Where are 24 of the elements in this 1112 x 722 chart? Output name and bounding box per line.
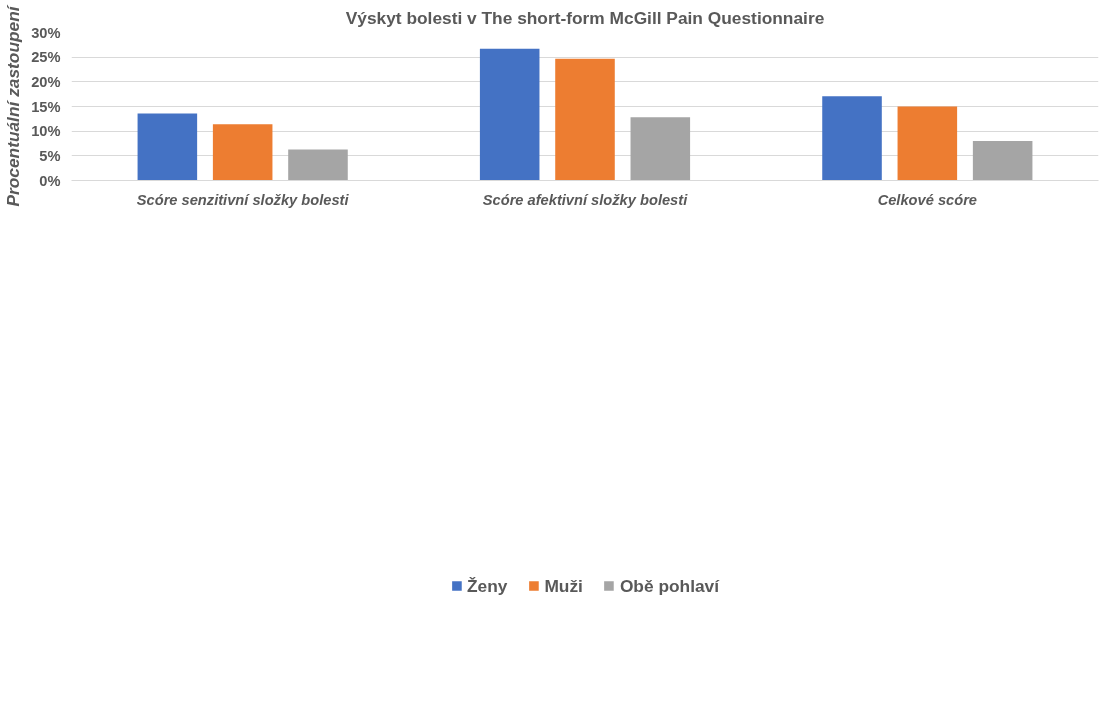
legend-label: Muži	[544, 575, 583, 597]
y-tick-label: 10%	[31, 123, 61, 140]
x-tick-label: Scóre afektivní složky bolesti	[482, 191, 689, 208]
y-tick-label: 0%	[39, 172, 61, 189]
legend-label: Ženy	[466, 575, 508, 597]
x-tick-label: Scóre senzitivní složky bolesti	[136, 191, 350, 208]
bar	[822, 96, 882, 181]
bar	[212, 124, 273, 181]
bar	[972, 141, 1033, 181]
y-axis-title: Procentuální zastoupení	[3, 4, 24, 207]
bar	[897, 106, 958, 181]
bar	[630, 117, 691, 181]
bar	[479, 48, 540, 181]
legend-label: Obě pohlaví	[619, 575, 720, 597]
chart-title: Výskyt bolesti v The short-form McGill Pain Questionnaire	[345, 7, 825, 28]
x-tick-label: Celkové scóre	[877, 191, 978, 208]
bar	[288, 149, 348, 181]
y-tick-label: 15%	[31, 98, 61, 115]
y-tick-label: 5%	[39, 147, 61, 164]
bar	[555, 58, 615, 181]
y-tick-label: 20%	[31, 73, 61, 90]
y-tick-label: 25%	[31, 49, 61, 66]
y-tick-label: 30%	[31, 24, 61, 41]
bar	[137, 113, 198, 181]
